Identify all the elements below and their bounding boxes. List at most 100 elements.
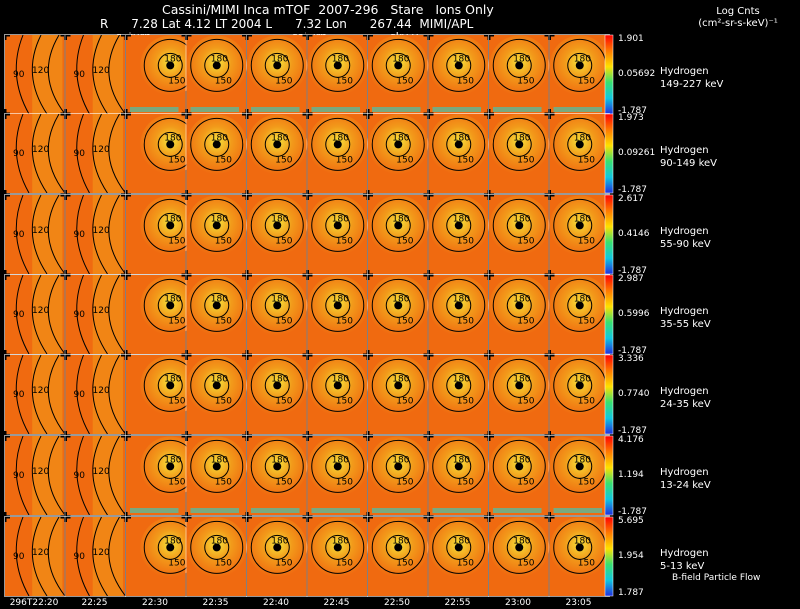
image-panel: 180 150 — [423, 512, 489, 596]
contour-label: 180 — [574, 133, 591, 143]
contour-label: 150 — [168, 236, 185, 246]
image-panel: 180 150 — [121, 109, 201, 193]
contour-label: 150 — [578, 396, 595, 406]
image-panel: 180 150 — [302, 109, 368, 193]
contour-label: 150 — [517, 155, 534, 165]
image-panel: 180 150 — [363, 350, 429, 434]
image-panel: 180 150 — [484, 30, 550, 114]
row-label: Hydrogen 13-24 keV — [660, 466, 711, 492]
contour-label: 150 — [215, 396, 232, 406]
colorbar-value: 4.176 — [618, 435, 644, 445]
image-panel: 180 150 — [363, 431, 429, 515]
contour-label: 150 — [396, 76, 413, 86]
contour-label: 150 — [275, 155, 292, 165]
image-panel: 180 150 — [242, 190, 308, 274]
species-label: Hydrogen — [660, 386, 709, 397]
colorbar-value: 5.695 — [618, 516, 644, 526]
contour-label: 180 — [453, 214, 470, 224]
image-panel: 180 150 — [544, 431, 610, 515]
contour-label: 180 — [164, 374, 181, 384]
contour-label: 90 — [13, 310, 25, 320]
contour-label: 150 — [215, 155, 232, 165]
image-panel: 90 120 — [0, 512, 66, 597]
contour-label: 120 — [32, 226, 49, 236]
image-panel: 180 150 — [544, 512, 610, 596]
image-panel: 180 150 — [484, 190, 550, 274]
contour-label: 180 — [164, 536, 181, 546]
image-panel: 180 150 — [302, 512, 368, 596]
contour-label: 180 — [392, 133, 409, 143]
energy-label: 55-90 keV — [660, 239, 711, 250]
contour-label: 150 — [215, 477, 232, 487]
image-panel: 180 150 — [363, 109, 429, 193]
colorbar-value: 0.09261 — [618, 148, 656, 158]
contour-label: 180 — [392, 294, 409, 304]
contour-label: 180 — [513, 54, 530, 64]
contour-label: 150 — [578, 477, 595, 487]
contour-label: 120 — [93, 226, 110, 236]
image-panel: 180 150 — [302, 270, 368, 354]
image-panel: 180 150 — [242, 350, 308, 434]
contour-label: 150 — [396, 558, 413, 568]
contour-label: 180 — [513, 536, 530, 546]
contour-label: 90 — [74, 70, 86, 80]
time-tick: 22:35 — [202, 598, 229, 608]
contour-label: 180 — [211, 536, 228, 546]
contour-label: 180 — [574, 374, 591, 384]
colorbar-value: 0.7740 — [618, 389, 650, 399]
image-panel: 180 150 — [423, 270, 489, 354]
contour-label: 150 — [396, 155, 413, 165]
contour-label: 120 — [93, 548, 110, 558]
contour-label: 180 — [574, 536, 591, 546]
image-panel: 180 150 — [121, 512, 201, 596]
contour-label: 180 — [271, 214, 288, 224]
image-panel: 180 150 — [423, 30, 489, 114]
image-panel: 180 150 — [484, 512, 550, 596]
contour-label: 120 — [32, 548, 49, 558]
contour-label: 180 — [513, 294, 530, 304]
contour-label: 90 — [74, 230, 86, 240]
species-label: Hydrogen — [660, 66, 709, 77]
energy-label: 13-24 keV — [660, 480, 711, 491]
contour-label: 180 — [164, 133, 181, 143]
units-text: (cm²-sr-s-keV)⁻¹ — [698, 18, 778, 29]
colorbar-value: 3.336 — [618, 354, 644, 364]
contour-label: 180 — [453, 455, 470, 465]
contour-label: 90 — [13, 70, 25, 80]
contour-label: 90 — [74, 552, 86, 562]
energy-label: 5-13 keV — [660, 561, 705, 572]
contour-label: 180 — [332, 294, 349, 304]
contour-label: 150 — [215, 236, 232, 246]
image-panel: 90 120 — [0, 350, 66, 435]
image-panel: 180 150 — [484, 350, 550, 434]
contour-label: 150 — [517, 236, 534, 246]
image-panel: 180 150 — [423, 350, 489, 434]
contour-label: 90 — [13, 149, 25, 159]
contour-label: 120 — [32, 467, 49, 477]
contour-label: 90 — [13, 390, 25, 400]
image-panel: 180 150 — [484, 431, 550, 515]
orbit-info: R 7.28 Lat 4.12 LT 2004 L 7.32 Lon 267.4… — [100, 17, 474, 31]
colorbar-value: -1.787 — [618, 106, 648, 116]
row-label: Hydrogen 24-35 keV — [660, 385, 711, 411]
contour-label: 180 — [211, 54, 228, 64]
image-panel: 90 120 — [60, 512, 126, 597]
contour-label: 180 — [574, 54, 591, 64]
contour-label: 120 — [93, 386, 110, 396]
time-tick: 296T22:20 — [9, 598, 59, 608]
image-panel: 180 150 — [423, 190, 489, 274]
contour-label: 180 — [453, 536, 470, 546]
contour-label: 180 — [513, 455, 530, 465]
contour-label: 90 — [74, 390, 86, 400]
contour-label: 180 — [271, 374, 288, 384]
colorbar-value: 1.973 — [618, 113, 644, 123]
image-panel: 180 150 — [121, 270, 201, 354]
contour-label: 180 — [211, 455, 228, 465]
colorbar-value: -1.787 — [618, 266, 648, 276]
contour-label: 150 — [215, 558, 232, 568]
contour-label: 120 — [32, 386, 49, 396]
time-tick: 22:30 — [142, 598, 168, 608]
colorbar-value: -1.787 — [618, 426, 648, 436]
contour-label: 180 — [332, 374, 349, 384]
contour-label: 150 — [215, 76, 232, 86]
